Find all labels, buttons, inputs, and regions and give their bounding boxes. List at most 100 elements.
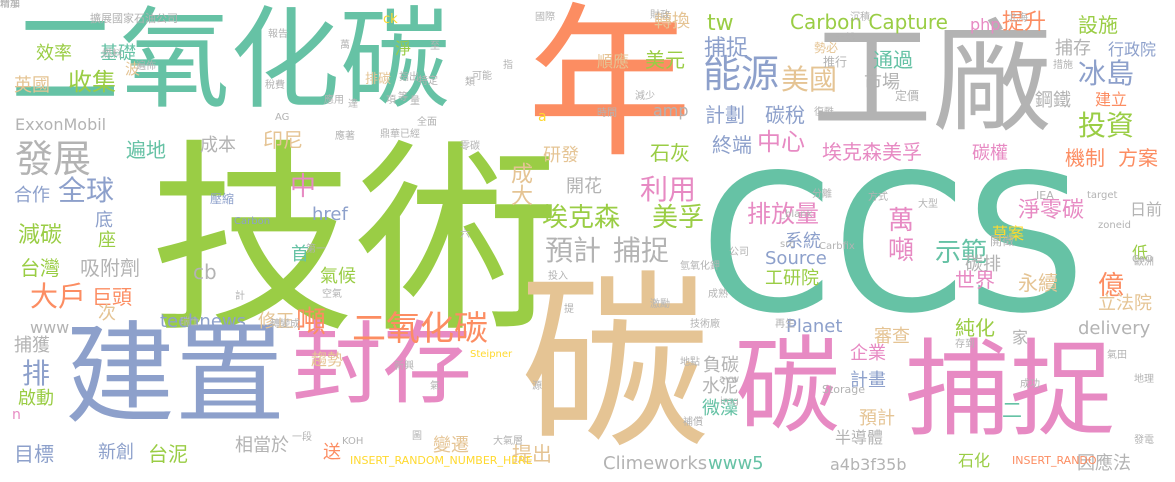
cloud-word: 淨零碳: [1018, 198, 1085, 223]
cloud-word: 應用: [324, 95, 344, 106]
cloud-word: 水泥: [702, 376, 738, 397]
cloud-word: 首: [291, 244, 309, 265]
cloud-word: 投資: [1078, 109, 1135, 142]
cloud-word: 市場: [864, 72, 900, 93]
cloud-word: 石灰: [650, 141, 690, 165]
cloud-word: 立法院: [1098, 293, 1152, 314]
cloud-word: href: [312, 204, 348, 225]
cloud-word: 碳稅: [765, 103, 805, 127]
cloud-word: 復甦: [814, 107, 834, 118]
cloud-word: 氣: [430, 381, 440, 392]
cloud-word: 全球: [58, 174, 115, 207]
cloud-word: 巨頭: [92, 285, 132, 309]
cloud-word: 類: [465, 77, 475, 88]
cloud-word: 增加: [0, 0, 20, 10]
cloud-word: 開徵: [990, 234, 1015, 248]
cloud-word: Carbon Capture: [790, 10, 948, 34]
cloud-word: 噸: [888, 236, 915, 266]
cloud-word: 轉變成: [270, 319, 300, 330]
cloud-word: 技術: [150, 123, 560, 361]
cloud-word: 淨: [395, 39, 412, 58]
cloud-word: avw: [719, 374, 740, 385]
cloud-word: 擴展國家石油公司: [90, 12, 178, 25]
cloud-word: 台灣: [20, 256, 60, 280]
cloud-word: 存到: [955, 339, 975, 350]
cloud-word: 啟動: [18, 388, 54, 409]
cloud-word: 修正: [258, 311, 294, 332]
cloud-word: amp: [653, 101, 689, 120]
cloud-word: 特定: [418, 76, 438, 87]
cloud-word: 稅費: [265, 80, 285, 91]
cloud-word: 壓縮: [210, 192, 235, 206]
cloud-word: 提升: [1002, 10, 1047, 35]
cloud-word: Planet: [786, 316, 843, 337]
cloud-word: 微藻: [702, 398, 738, 419]
cloud-word: 萬: [888, 206, 915, 236]
cloud-word: 排碳: [365, 72, 392, 87]
cloud-word: 建立: [1095, 90, 1128, 109]
cloud-word: 二: [1002, 398, 1022, 422]
cloud-word: 圖: [412, 431, 422, 442]
cloud-word: 埃克森: [542, 203, 621, 233]
cloud-word: 方案: [1118, 146, 1158, 170]
cloud-word: 鼎華: [380, 129, 400, 140]
cloud-word: 碳權: [972, 143, 1008, 164]
cloud-word: 系統: [785, 231, 821, 252]
cloud-word: 時間: [597, 108, 617, 119]
cloud-word: 可能: [472, 71, 492, 82]
cloud-word: 公司: [729, 247, 749, 258]
cloud-word: 歐洲: [1134, 257, 1154, 268]
cloud-word: KOH: [342, 436, 364, 447]
cloud-word: 二氧化碳: [10, 0, 450, 124]
cloud-word: 指出: [399, 72, 419, 83]
cloud-word: 提出: [512, 442, 552, 466]
cloud-word: 沉積: [850, 12, 870, 23]
cloud-word: technews: [160, 311, 247, 332]
cloud-word: 鋼鐵: [1035, 90, 1071, 111]
cloud-word: img: [720, 396, 739, 407]
cloud-word: 效率: [36, 43, 72, 64]
cloud-word: www5: [708, 453, 764, 474]
cloud-word: 新興: [394, 361, 414, 372]
cloud-word: 印尼: [263, 128, 303, 152]
cloud-word: 第一: [306, 244, 326, 255]
cloud-word: 成大: [507, 162, 532, 206]
cloud-word: 項: [386, 95, 396, 106]
cloud-word: Climeworks: [603, 453, 708, 474]
cloud-word: target: [1087, 190, 1118, 201]
cloud-word: 指: [503, 60, 513, 71]
cloud-word: 碳: [735, 326, 841, 448]
cloud-word: 地理: [1134, 374, 1154, 385]
cloud-word: 低: [1132, 243, 1149, 262]
cloud-word: 底: [95, 210, 113, 231]
cloud-word: 基礎: [100, 43, 136, 64]
cloud-word: 北海: [1008, 13, 1028, 24]
cloud-word: 行政院: [1108, 40, 1157, 59]
cloud-word: ck: [383, 12, 398, 27]
cloud-word: 成功: [1020, 379, 1040, 390]
cloud-word: 設施: [1078, 13, 1118, 37]
cloud-word: 石化: [958, 451, 991, 470]
cloud-word: ExxonMobil: [15, 115, 107, 134]
cloud-word: 預計: [545, 234, 602, 267]
cloud-word: 瑞士: [180, 317, 200, 328]
cloud-word: 已經: [400, 129, 420, 140]
cloud-word: 收集: [68, 68, 116, 96]
cloud-word: 研發: [543, 145, 579, 166]
cloud-word: 推行: [823, 55, 848, 69]
cloud-word: 發電: [1134, 435, 1154, 446]
cloud-word: 捕捉: [704, 36, 749, 61]
cloud-word: 座: [98, 230, 116, 251]
cloud-word: 送: [323, 442, 341, 463]
cloud-word: 精準: [0, 0, 20, 10]
cloud-word: 世界: [955, 268, 995, 292]
cloud-word: Carbfix: [819, 241, 855, 252]
cloud-word: 美元: [645, 48, 685, 72]
cloud-word: 中: [290, 172, 317, 202]
cloud-word: 提: [564, 304, 574, 315]
cloud-word: 英國: [14, 75, 50, 96]
cloud-word: 全面: [417, 117, 437, 128]
cloud-word: 六: [460, 229, 470, 240]
cloud-word: 企業: [850, 343, 886, 364]
cloud-word: 億: [1098, 271, 1125, 301]
